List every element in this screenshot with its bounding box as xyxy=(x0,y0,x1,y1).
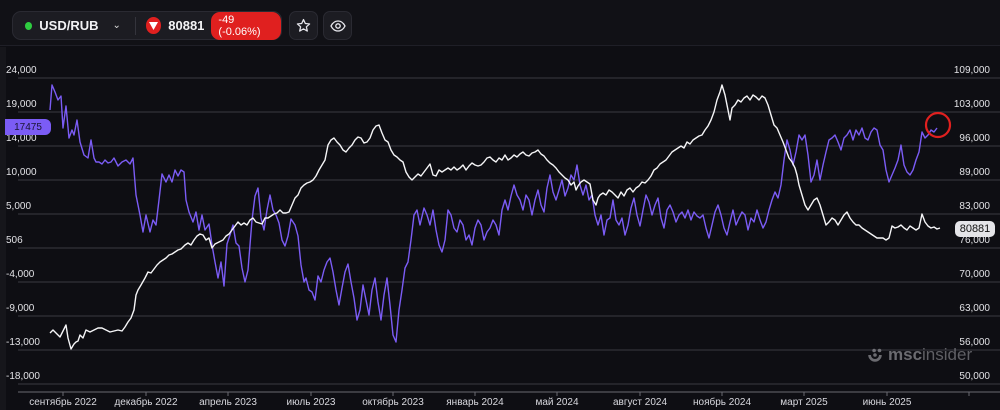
x-tick-label: сентябрь 2022 xyxy=(29,397,97,408)
left-y-tick: 24,000 xyxy=(6,65,37,76)
live-status-dot xyxy=(25,21,33,30)
right-y-tick: 56,000 xyxy=(959,337,990,348)
mscinsider-logo-icon xyxy=(868,348,882,362)
left-y-tick: 5,000 xyxy=(6,201,32,212)
left-y-tick: 14,000 xyxy=(6,133,37,144)
watermark-brand-rest: insider xyxy=(922,345,973,364)
right-y-tick: 50,000 xyxy=(959,371,990,382)
right-y-tick: 96,000 xyxy=(959,133,990,144)
x-tick-label: октябрь 2023 xyxy=(362,397,424,408)
price-change-badge: -49 (-0.06%) xyxy=(211,11,281,40)
toolbar: USD/RUB ⌄ 80881 -49 (-0.06%) xyxy=(0,0,1000,46)
right-y-tick: 76,000 xyxy=(959,235,990,246)
current-price: 80881 xyxy=(168,18,205,33)
favorite-button[interactable] xyxy=(289,11,318,40)
price-down-icon xyxy=(145,17,162,34)
left-y-tick: 19,000 xyxy=(6,99,37,110)
x-tick-label: август 2024 xyxy=(612,397,668,408)
left-y-tick: -9,000 xyxy=(6,303,35,314)
right-y-tick: 89,000 xyxy=(959,167,990,178)
highlight-circle-annotation xyxy=(924,111,952,139)
left-y-tick: 506 xyxy=(6,235,23,246)
right-y-tick: 83,000 xyxy=(959,201,990,212)
x-tick-label: январь 2024 xyxy=(446,397,504,408)
right-y-tick: 103,000 xyxy=(953,99,990,110)
x-tick-label: март 2025 xyxy=(780,397,828,408)
chevron-down-icon[interactable]: ⌄ xyxy=(112,20,121,31)
x-tick-label: июнь 2025 xyxy=(862,397,912,408)
left-y-tick: -13,000 xyxy=(6,337,40,348)
left-y-tick: -4,000 xyxy=(6,269,35,280)
x-tick-label: ноябрь 2024 xyxy=(692,397,752,408)
watermark-brand-bold: msc xyxy=(888,345,923,364)
left-y-tick: 10,000 xyxy=(6,167,37,178)
right-y-tick: 70,000 xyxy=(959,269,990,280)
star-icon xyxy=(296,18,311,32)
left-y-tick: -18,000 xyxy=(6,371,40,382)
left-edge-strip xyxy=(0,47,6,410)
indicator-series-line xyxy=(49,84,938,343)
price-last-value-badge: 80881 xyxy=(955,221,995,237)
symbol-selector[interactable]: USD/RUB ⌄ 80881 -49 (-0.06%) xyxy=(12,11,282,40)
indicator-last-value-badge: 17475 xyxy=(5,119,51,135)
right-y-tick: 63,000 xyxy=(959,303,990,314)
watch-button[interactable] xyxy=(323,11,352,40)
divider xyxy=(134,16,136,35)
right-y-tick: 109,000 xyxy=(953,65,990,76)
x-tick-label: май 2024 xyxy=(535,397,579,408)
x-tick-label: июль 2023 xyxy=(286,397,336,408)
gridlines xyxy=(18,77,1000,385)
watermark-logo: msc insider xyxy=(866,345,972,365)
x-tick-label: декабрь 2022 xyxy=(114,397,178,408)
eye-icon xyxy=(329,19,346,32)
symbol-name: USD/RUB xyxy=(39,18,99,33)
x-tick-label: апрель 2023 xyxy=(199,397,257,408)
usd-rub-series-line xyxy=(49,84,941,350)
